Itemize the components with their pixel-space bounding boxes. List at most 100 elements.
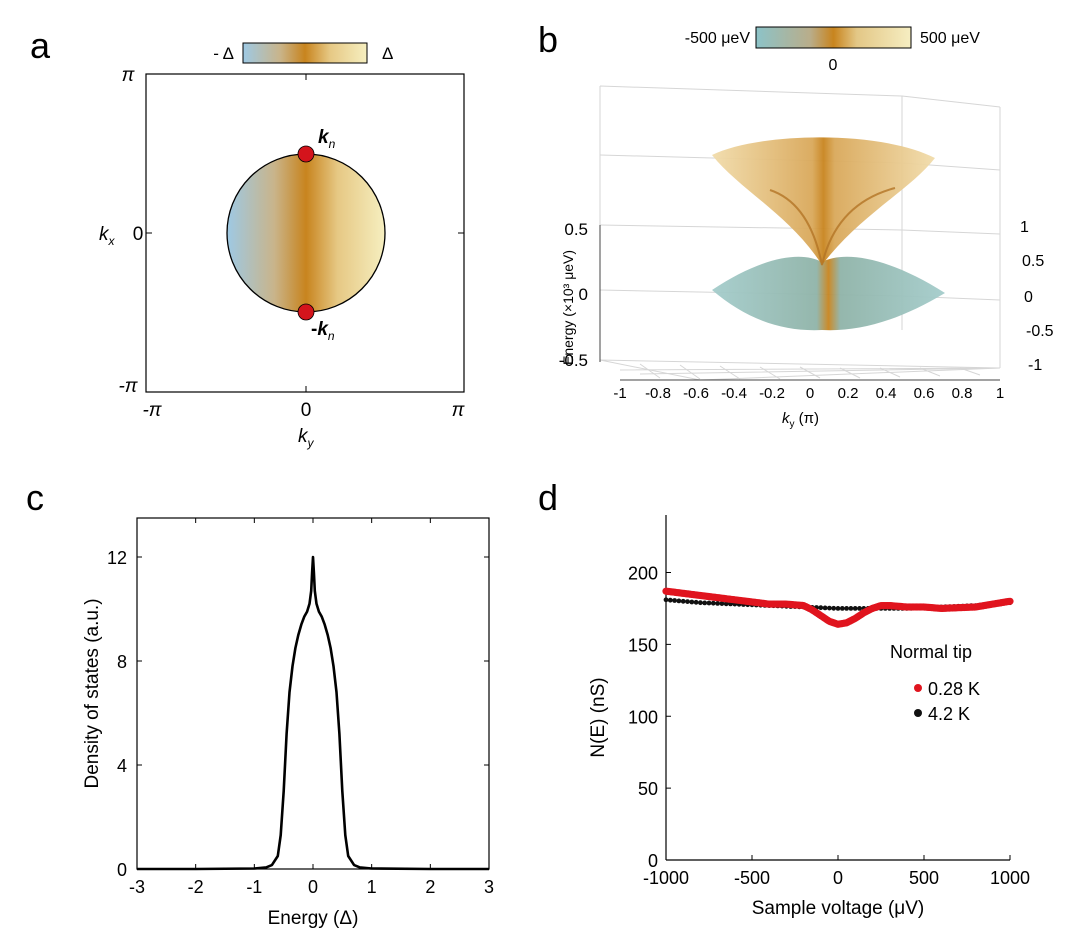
panel-a-ytick-pi: π xyxy=(122,65,136,86)
panel-d-legend-marker xyxy=(914,709,922,717)
panel-a-gap-disc xyxy=(227,154,385,312)
panel-d-point xyxy=(685,599,690,604)
panel-a-xtick-minus-pi: -π xyxy=(142,400,162,421)
panel-d-legend-label: 4.2 K xyxy=(928,704,970,724)
panel-a-node-bottom xyxy=(297,303,315,321)
panel-d-ytick-label: 100 xyxy=(628,707,658,727)
panel-d-ytick-label: 200 xyxy=(628,564,658,584)
panel-c-xtick-label: 1 xyxy=(367,877,377,897)
panel-a-ytick-zero: 0 xyxy=(133,224,144,245)
panel-b-xtick: 0.4 xyxy=(876,385,897,402)
panel-d-point xyxy=(702,600,708,606)
panel-d-point xyxy=(676,598,682,604)
panel-b-xtick: -1 xyxy=(613,385,626,402)
panel-b-kx-ticks: 1 0.5 0 -0.5 -1 xyxy=(1020,219,1054,374)
panel-c-dos-line xyxy=(137,555,489,871)
panel-d-xtick-label: 500 xyxy=(909,868,939,888)
panel-d-letter: d xyxy=(538,477,558,518)
panel-d-point xyxy=(667,597,673,603)
panel-d-point xyxy=(848,606,854,611)
panel-b-colorbar-center-label: 0 xyxy=(829,57,838,74)
panel-a-xtick-pi: π xyxy=(452,400,466,421)
panel-d-point xyxy=(844,606,849,611)
panel-d-xtick-label: -500 xyxy=(734,868,770,888)
panel-d-point xyxy=(857,606,862,611)
panel-a-xtick-zero: 0 xyxy=(301,400,312,421)
panel-b-xtick: -0.4 xyxy=(721,385,747,402)
panel-b-xlabel: ky (π) xyxy=(782,410,819,430)
panel-d-chart: -1000 -500 0 500 1000 0 50 100 150 200 Normal tip 0… xyxy=(588,515,1030,919)
panel-b-cone-ridge xyxy=(769,187,896,266)
panel-b-xtick: 0.8 xyxy=(952,385,973,402)
panel-c-xlabel: Energy (Δ) xyxy=(268,908,359,929)
panel-d-point xyxy=(835,606,841,611)
panel-c-xtick-label: -1 xyxy=(246,877,262,897)
panel-d-xlabel: Sample voltage (μV) xyxy=(752,898,925,919)
panel-c-letter: c xyxy=(26,477,44,518)
panel-c-ylabel: Density of states (a.u.) xyxy=(82,598,103,788)
panel-b-xtick: -0.2 xyxy=(759,385,785,402)
panel-b-ztick: -0.5 xyxy=(559,351,588,370)
panel-b-kxtick: -0.5 xyxy=(1026,323,1054,340)
panel-b-xtick: 0 xyxy=(806,385,814,402)
panel-d-point xyxy=(831,605,837,611)
panel-d-xtick-label: 1000 xyxy=(990,868,1030,888)
panel-d-xtick-label: 0 xyxy=(833,868,843,888)
panel-c-ytick-label: 0 xyxy=(117,860,127,880)
panel-b-colorbar-left-label: -500 μeV xyxy=(685,30,751,47)
panel-d-point xyxy=(698,600,703,606)
panel-d-point xyxy=(715,601,720,606)
panel-b-letter: b xyxy=(538,19,558,60)
panel-a-ylabel: kx xyxy=(99,224,116,248)
panel-c-xtick-label: -3 xyxy=(129,877,145,897)
panel-c-xtick-label: 0 xyxy=(308,877,318,897)
panel-d-point xyxy=(689,599,695,605)
panel-b-upper-surface xyxy=(712,137,935,265)
panel-c-ytick-label: 4 xyxy=(117,756,127,776)
panel-b-xtick: 0.6 xyxy=(914,385,935,402)
panel-d-point xyxy=(710,600,716,606)
panel-d-point xyxy=(839,606,845,611)
panel-d-legend-marker xyxy=(914,684,922,692)
panel-d-point xyxy=(822,605,828,611)
panel-d-point xyxy=(672,598,677,603)
panel-a-xlabel: ky xyxy=(298,426,315,450)
panel-c-ytick-label: 8 xyxy=(117,652,127,672)
panel-b-xtick: -0.8 xyxy=(645,385,671,402)
panel-d-point xyxy=(719,601,725,606)
panel-d-point xyxy=(693,599,699,605)
panel-d-point xyxy=(723,601,729,607)
panel-a-node-top xyxy=(297,145,315,163)
panel-b-x-ticks: -1 -0.8 -0.6 -0.4 -0.2 0 0.2 0.4 0.6 0.8 1 xyxy=(613,385,1004,402)
panel-a: a - Δ Δ kn -kn π 0 -π kx -π 0 π ky xyxy=(30,25,466,450)
panel-b-lower-surface xyxy=(712,256,945,331)
panel-a-ytick-minus-pi: -π xyxy=(118,376,138,397)
panel-b-xtick: -0.6 xyxy=(683,385,709,402)
panel-b-kxtick: -1 xyxy=(1028,357,1042,374)
panel-b-zlabel: Energy (×10³ μeV) xyxy=(560,250,576,365)
panel-d-ytick-label: 50 xyxy=(638,779,658,799)
panel-b-colorbar-right-label: 500 μeV xyxy=(920,30,980,47)
panel-a-colorbar-right-label: Δ xyxy=(382,44,393,63)
panel-d-point xyxy=(680,598,686,604)
panel-b: b -500 μeV 500 μeV 0 Energy (×10³ μeV) 0… xyxy=(538,19,1054,430)
panel-a-colorbar-left-label: - Δ xyxy=(213,44,234,63)
panel-b-ztick: 0.5 xyxy=(564,220,588,239)
panel-b-kxtick: 1 xyxy=(1020,219,1029,236)
panel-d-legend-label: 0.28 K xyxy=(928,679,980,699)
panel-a-colorbar xyxy=(242,42,368,64)
panel-b-kxtick: 0.5 xyxy=(1022,253,1044,270)
panel-d-point xyxy=(706,600,712,606)
panel-d-legend-title: Normal tip xyxy=(890,642,972,662)
panel-d-point xyxy=(818,605,824,611)
panel-d-point xyxy=(1006,597,1014,605)
panel-c-xtick-label: -2 xyxy=(188,877,204,897)
panel-b-kxtick: 0 xyxy=(1024,289,1033,306)
panel-c-xtick-label: 2 xyxy=(425,877,435,897)
panel-d-point xyxy=(663,597,669,603)
panel-d-ytick-label: 0 xyxy=(648,851,658,871)
panel-a-letter: a xyxy=(30,25,51,66)
